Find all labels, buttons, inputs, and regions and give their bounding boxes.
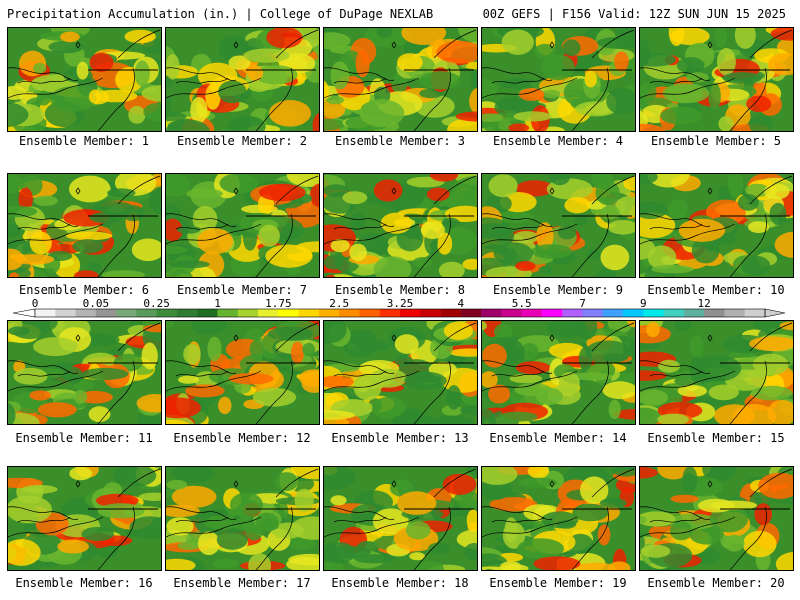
ensemble-member-label: Ensemble Member: 1: [18, 134, 150, 148]
ensemble-member-map-12: [165, 320, 320, 425]
colorbar-swatch: [683, 309, 705, 317]
ensemble-member-map-3: [323, 27, 478, 132]
ensemble-member-label: Ensemble Member: 17: [173, 576, 311, 590]
colorbar-tick-label: 5.5: [511, 297, 532, 310]
colorbar-min-arrow: [12, 308, 36, 318]
colorbar-swatch: [258, 309, 279, 317]
ensemble-member-map-20: [639, 466, 794, 571]
model-run-info: 00Z GEFS | F156 Valid: 12Z SUN JUN 15 20…: [482, 7, 786, 21]
colorbar-swatch: [704, 309, 725, 317]
colorbar-swatch: [623, 309, 644, 317]
ensemble-member-label: Ensemble Member: 5: [650, 134, 782, 148]
colorbar-swatch: [460, 309, 482, 317]
chart-title: Precipitation Accumulation (in.) | Colle…: [7, 7, 434, 21]
ensemble-member-map-19: [481, 466, 636, 571]
colorbar-tick-label: 7: [579, 297, 586, 310]
colorbar-tick-label: 3.25: [386, 297, 414, 310]
colorbar-swatch: [541, 309, 563, 317]
ensemble-member-label: Ensemble Member: 15: [647, 431, 785, 445]
ensemble-member-map-5: [639, 27, 794, 132]
ensemble-member-label: Ensemble Member: 3: [334, 134, 466, 148]
colorbar-max-arrow: [764, 308, 786, 318]
colorbar-swatch: [582, 309, 604, 317]
colorbar-swatch: [562, 309, 583, 317]
colorbar-swatch: [116, 309, 137, 317]
ensemble-member-map-8: [323, 173, 478, 278]
ensemble-member-label: Ensemble Member: 19: [489, 576, 627, 590]
colorbar-tick-label: 1.75: [265, 297, 292, 310]
colorbar-tick-label: 0.25: [143, 297, 170, 310]
colorbar-swatch: [602, 309, 624, 317]
colorbar-swatch: [521, 309, 543, 317]
ensemble-member-label: Ensemble Member: 9: [492, 283, 624, 297]
colorbar-swatch: [440, 309, 462, 317]
colorbar-swatch: [176, 309, 198, 317]
colorbar-swatch: [197, 309, 218, 317]
ensemble-member-map-11: [7, 320, 162, 425]
ensemble-member-map-15: [639, 320, 794, 425]
ensemble-member-label: Ensemble Member: 10: [647, 283, 785, 297]
colorbar-tick-label: 0: [31, 297, 39, 310]
colorbar-swatch: [643, 309, 664, 317]
ensemble-member-label: Ensemble Member: 13: [331, 431, 469, 445]
ensemble-member-map-7: [165, 173, 320, 278]
colorbar-swatch: [136, 309, 157, 317]
ensemble-member-map-14: [481, 320, 636, 425]
colorbar-tick-label: 12: [697, 297, 711, 310]
ensemble-member-map-4: [481, 27, 636, 132]
colorbar-swatch: [298, 309, 320, 317]
colorbar-swatch: [35, 309, 56, 317]
ensemble-member-map-13: [323, 320, 478, 425]
colorbar-tick-label: 9: [640, 297, 647, 310]
colorbar-swatch: [420, 309, 441, 317]
colorbar-swatch: [237, 309, 259, 317]
ensemble-member-map-2: [165, 27, 320, 132]
colorbar-swatch: [744, 309, 766, 317]
ensemble-member-map-10: [639, 173, 794, 278]
colorbar-swatch: [278, 309, 299, 317]
colorbar-swatch: [156, 309, 178, 317]
ensemble-member-label: Ensemble Member: 12: [173, 431, 311, 445]
precipitation-colorbar: [12, 308, 786, 318]
colorbar-tick-label: 1: [214, 297, 221, 310]
colorbar-swatch: [318, 309, 340, 317]
ensemble-member-map-6: [7, 173, 162, 278]
colorbar-tick-label: 2.5: [329, 297, 350, 310]
colorbar-swatch: [663, 309, 685, 317]
colorbar-tick-label: 0.05: [82, 297, 110, 310]
ensemble-member-label: Ensemble Member: 18: [331, 576, 469, 590]
ensemble-member-map-17: [165, 466, 320, 571]
colorbar-swatch: [75, 309, 97, 317]
ensemble-member-label: Ensemble Member: 20: [647, 576, 785, 590]
ensemble-member-label: Ensemble Member: 11: [15, 431, 153, 445]
colorbar-swatch: [724, 309, 746, 317]
ensemble-member-label: Ensemble Member: 4: [492, 134, 624, 148]
colorbar-swatch: [501, 309, 522, 317]
colorbar-swatch: [217, 309, 239, 317]
colorbar-swatch: [481, 309, 502, 317]
ensemble-member-label: Ensemble Member: 6: [18, 283, 150, 297]
colorbar-swatch: [379, 309, 401, 317]
colorbar-swatch: [55, 309, 76, 317]
ensemble-member-map-18: [323, 466, 478, 571]
colorbar-swatch: [359, 309, 381, 317]
colorbar-tick-label: 4: [457, 297, 465, 310]
colorbar-swatch: [400, 309, 421, 317]
ensemble-member-label: Ensemble Member: 16: [15, 576, 153, 590]
ensemble-member-label: Ensemble Member: 2: [176, 134, 308, 148]
ensemble-member-label: Ensemble Member: 8: [334, 283, 466, 297]
ensemble-member-map-9: [481, 173, 636, 278]
ensemble-member-label: Ensemble Member: 14: [489, 431, 627, 445]
colorbar-swatch: [339, 309, 360, 317]
colorbar-swatch: [95, 309, 117, 317]
ensemble-member-map-1: [7, 27, 162, 132]
ensemble-member-label: Ensemble Member: 7: [176, 283, 308, 297]
ensemble-member-map-16: [7, 466, 162, 571]
